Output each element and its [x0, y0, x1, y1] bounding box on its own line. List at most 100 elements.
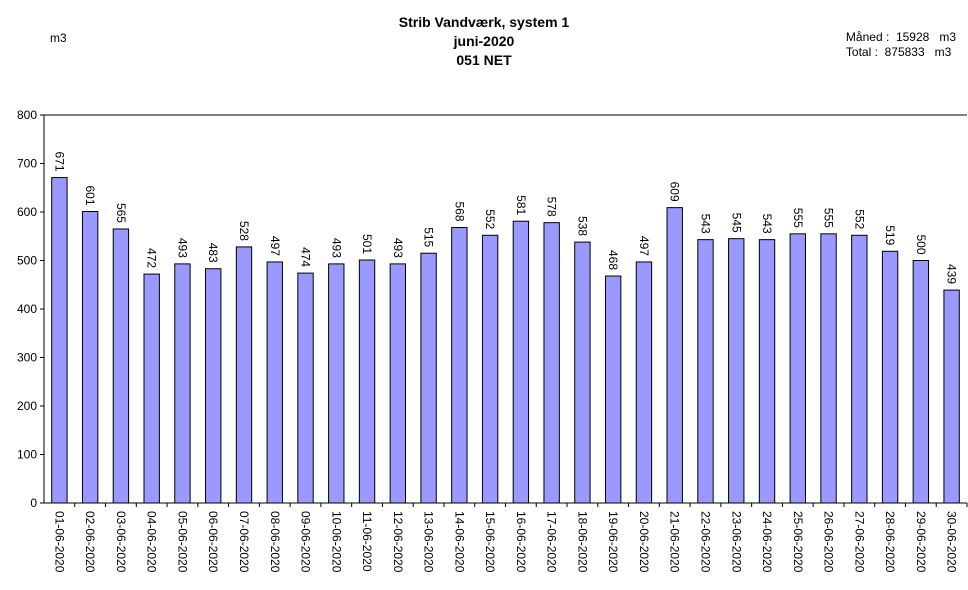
- bar: [235, 246, 253, 504]
- y-axis-unit: m3: [50, 31, 67, 45]
- bar: [81, 211, 99, 504]
- x-tick-label: 08-06-2020: [268, 511, 282, 573]
- y-tick-label: 600: [17, 205, 37, 219]
- bar: [912, 260, 930, 504]
- bar-value-label: 528: [237, 221, 251, 241]
- y-tick-label: 400: [17, 302, 37, 316]
- y-tick-label: 700: [17, 157, 37, 171]
- bar-value-label: 497: [637, 236, 651, 256]
- bar-value-label: 493: [175, 238, 189, 258]
- bar: [574, 241, 591, 504]
- bar-value-label: 555: [791, 208, 805, 228]
- bar: [389, 263, 407, 504]
- bar: [112, 228, 130, 504]
- bar: [328, 263, 345, 504]
- x-tick-label: 19-06-2020: [606, 511, 620, 573]
- bar: [481, 234, 499, 504]
- bar: [758, 239, 776, 504]
- bar: [297, 272, 314, 504]
- bar-value-label: 493: [391, 238, 405, 258]
- x-tick-label: 17-06-2020: [545, 511, 559, 573]
- x-tick-label: 29-06-2020: [914, 511, 928, 573]
- value-labels: 671 601 565 472 493 483 528 497 474 493 501 493 515 5…: [52, 152, 958, 285]
- bar-value-label: 497: [268, 236, 282, 256]
- x-tick-label: 21-06-2020: [668, 511, 682, 573]
- x-tick-label: 28-06-2020: [883, 511, 897, 573]
- bar: [512, 220, 530, 504]
- overall-total: Total : 875833 m3: [845, 45, 952, 59]
- x-tick-label: 18-06-2020: [575, 511, 589, 573]
- bar: [728, 238, 745, 504]
- bar-value-label: 468: [606, 250, 620, 270]
- chart-title: Strib Vandværk, system 1: [398, 14, 570, 30]
- bar-value-label: 601: [83, 185, 97, 205]
- y-tick-label: 800: [17, 108, 37, 122]
- bar: [851, 234, 868, 504]
- bar-value-label: 565: [114, 203, 128, 223]
- x-tick-label: 09-06-2020: [299, 511, 313, 573]
- x-tick-label: 25-06-2020: [791, 511, 805, 573]
- x-tick-label: 07-06-2020: [237, 511, 251, 573]
- x-tick-label: 04-06-2020: [145, 511, 159, 573]
- month-total: Måned : 15928 m3: [845, 30, 956, 44]
- bar-value-label: 545: [729, 213, 743, 233]
- bar: [51, 177, 68, 504]
- bar: [943, 289, 960, 504]
- bar: [143, 273, 160, 504]
- x-tick-label: 12-06-2020: [391, 511, 405, 573]
- bar-value-label: 581: [514, 195, 528, 215]
- bar-value-label: 472: [145, 248, 159, 268]
- bar-value-label: 543: [698, 214, 712, 234]
- x-tick-label: 23-06-2020: [729, 511, 743, 573]
- bar-value-label: 552: [852, 209, 866, 229]
- bar-value-label: 483: [206, 243, 220, 263]
- y-tick-label: 500: [17, 254, 37, 268]
- x-tick-label: 24-06-2020: [760, 511, 774, 573]
- y-tick-label: 300: [17, 351, 37, 365]
- bar-value-label: 609: [668, 182, 682, 202]
- x-tick-label: 27-06-2020: [852, 511, 866, 573]
- bar-value-label: 515: [422, 227, 436, 247]
- bar-value-label: 500: [914, 234, 928, 254]
- x-tick-label: 16-06-2020: [514, 511, 528, 573]
- x-tick-label: 06-06-2020: [206, 511, 220, 573]
- y-tick-label: 100: [17, 448, 37, 462]
- chart-period: juni-2020: [453, 33, 515, 49]
- bar: [358, 259, 376, 504]
- x-tick-label: 11-06-2020: [360, 511, 374, 572]
- bar: [174, 263, 191, 504]
- bar: [451, 227, 468, 504]
- bar-value-label: 474: [299, 247, 313, 267]
- bar-value-label: 501: [360, 234, 374, 254]
- bar: [266, 261, 283, 504]
- bar-value-label: 555: [822, 208, 836, 228]
- x-tick-label: 02-06-2020: [83, 511, 97, 573]
- x-tick-label: 30-06-2020: [945, 511, 959, 573]
- bar-value-label: 671: [52, 152, 66, 172]
- bar-value-label: 493: [329, 238, 343, 258]
- bar: [881, 250, 899, 504]
- x-tick-label: 10-06-2020: [329, 511, 343, 573]
- bar-value-label: 519: [883, 225, 897, 245]
- y-tick-label: 0: [30, 496, 37, 510]
- x-tick-label: 05-06-2020: [175, 511, 189, 573]
- bar-value-label: 439: [945, 264, 959, 284]
- x-tick-label: 22-06-2020: [698, 511, 712, 573]
- x-tick-label: 03-06-2020: [114, 511, 128, 573]
- bar: [697, 239, 714, 504]
- y-tick-label: 200: [17, 399, 37, 413]
- bar: [543, 222, 560, 504]
- bar: [205, 268, 222, 504]
- bars: [51, 177, 960, 504]
- bar-value-label: 552: [483, 209, 497, 229]
- bar-value-label: 543: [760, 214, 774, 234]
- x-tick-label: 26-06-2020: [822, 511, 836, 573]
- x-tick-label: 15-06-2020: [483, 511, 497, 573]
- bar-value-label: 578: [545, 197, 559, 217]
- x-tick-label: 01-06-2020: [52, 511, 66, 573]
- bar: [635, 261, 653, 504]
- summary-box: Måned : 15928 m3 Total : 875833 m3: [846, 30, 956, 60]
- x-tick-label: 14-06-2020: [452, 511, 466, 573]
- x-tick-label: 20-06-2020: [637, 511, 651, 573]
